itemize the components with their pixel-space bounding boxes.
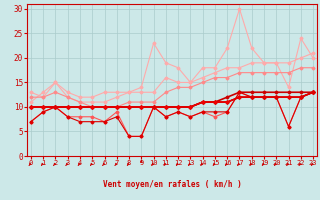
X-axis label: Vent moyen/en rafales ( km/h ): Vent moyen/en rafales ( km/h ) — [103, 180, 241, 189]
